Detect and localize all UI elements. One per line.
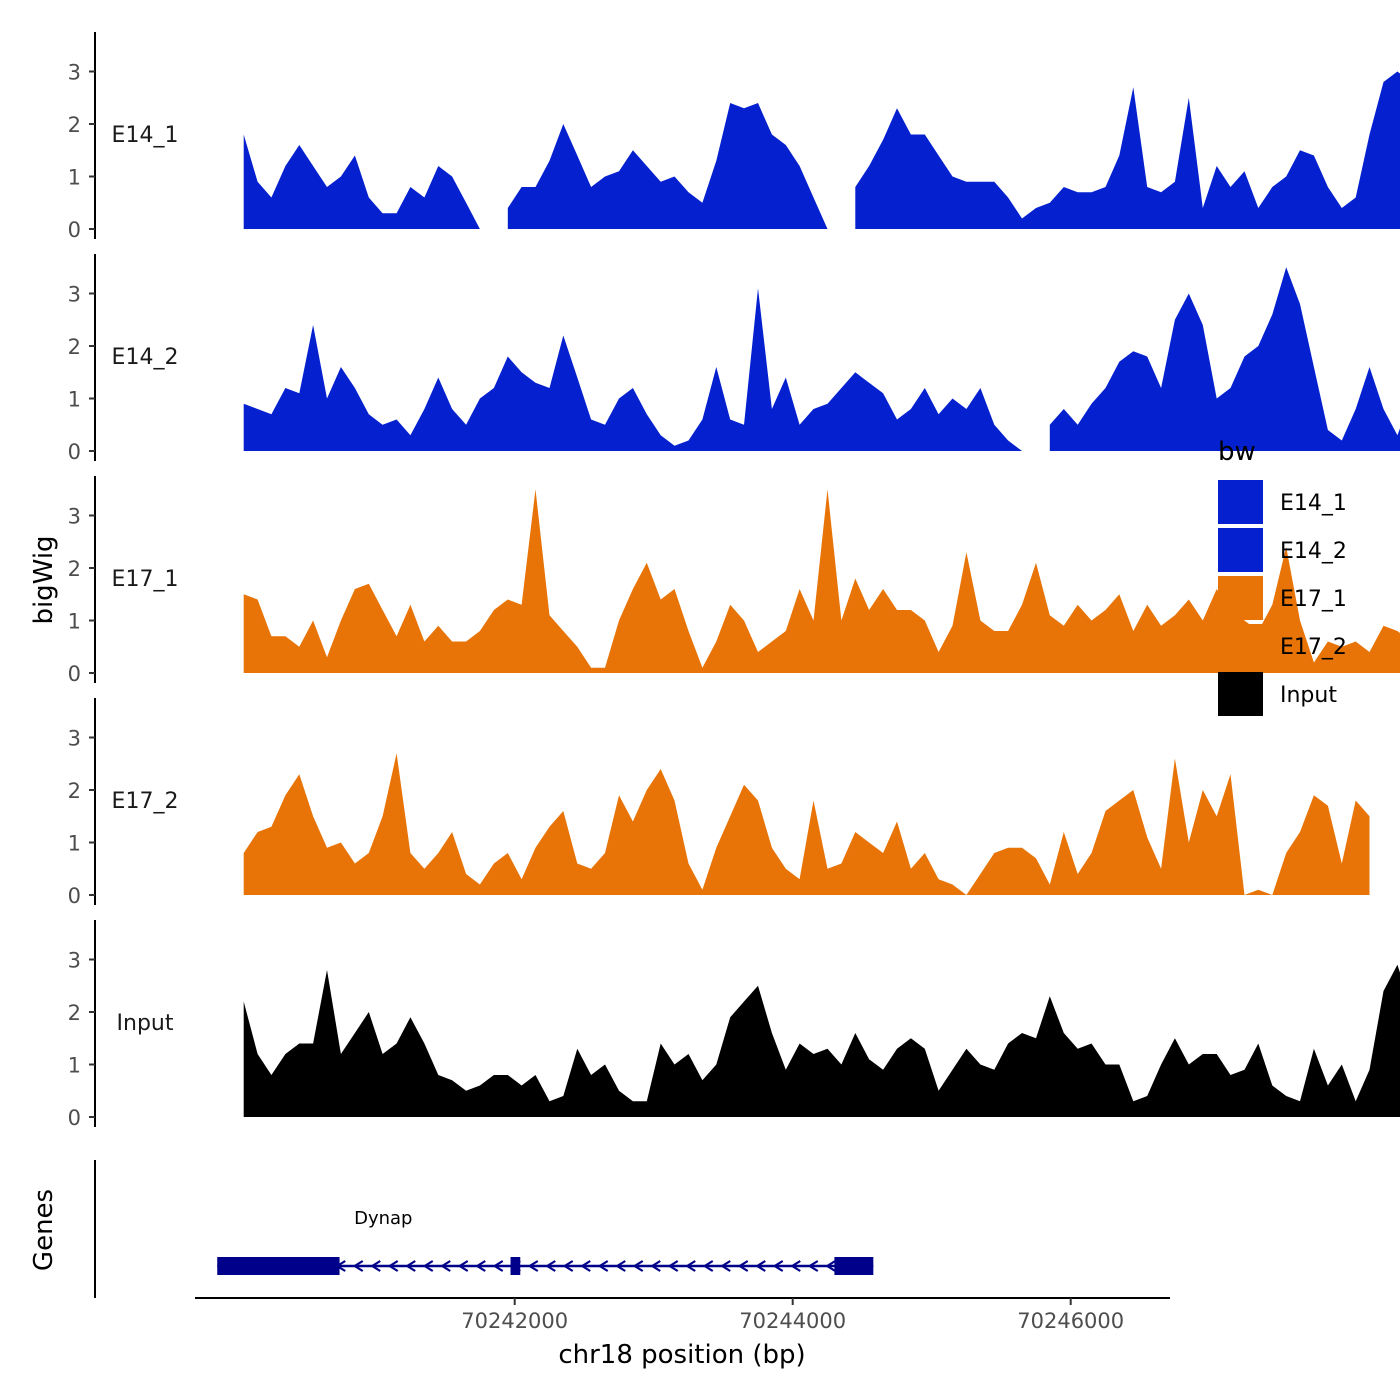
legend: bw E14_1 E14_2 E17_1 E17_2 Input — [1218, 437, 1347, 716]
strand-arrow — [667, 1260, 679, 1272]
y-tick-label: 1 — [68, 832, 81, 856]
legend-key-input — [1218, 672, 1263, 716]
exon — [834, 1257, 874, 1275]
gene-dynap: Dynap — [217, 1208, 874, 1275]
strand-arrow — [475, 1260, 486, 1272]
x-tick-label: 70244000 — [739, 1309, 846, 1333]
strand-arrow — [615, 1260, 626, 1272]
strand-arrow — [492, 1260, 504, 1272]
signal-panels: 0 1 2 3 E14_1 0 1 2 3 E14_2 0 1 2 3 E17_1 0 1 2 3 E17_2 0 1 2 3… — [68, 32, 1400, 1130]
strand-arrow — [597, 1260, 609, 1272]
y-tick-label: 3 — [68, 61, 81, 85]
y-tick-label: 2 — [68, 1001, 81, 1025]
strand-arrow — [370, 1260, 381, 1272]
y-tick-label: 0 — [68, 884, 81, 908]
panel-e14-2: 0 1 2 3 E14_2 — [68, 254, 1400, 464]
gene-track: Dynap — [94, 1160, 874, 1298]
y-tick-label: 3 — [68, 727, 81, 751]
legend-key-e14-1 — [1218, 480, 1263, 524]
strand-arrow — [825, 1260, 836, 1272]
y-tick-label: 1 — [68, 388, 81, 412]
strand-arrow — [440, 1260, 451, 1272]
y-tick-label: 0 — [68, 440, 81, 464]
track-label: E14_1 — [112, 123, 179, 148]
track-label: E17_1 — [112, 567, 179, 592]
y-tick-label: 2 — [68, 557, 81, 581]
exon — [510, 1257, 521, 1275]
y-tick-label: 1 — [68, 1054, 81, 1078]
strand-arrow — [580, 1260, 591, 1272]
legend-label: E14_2 — [1280, 539, 1347, 564]
y-tick-label: 0 — [68, 662, 81, 686]
legend-key-e17-2 — [1218, 624, 1263, 668]
track-label: Input — [117, 1011, 174, 1036]
track-label: E17_2 — [112, 789, 179, 814]
strand-arrow — [755, 1260, 766, 1272]
strand-arrow — [650, 1260, 661, 1272]
strand-arrow — [720, 1260, 731, 1272]
y-axis-title: bigWig — [29, 535, 59, 624]
strand-arrow — [685, 1260, 696, 1272]
genes-track-title: Genes — [29, 1189, 59, 1271]
panel-e17-1: 0 1 2 3 E17_1 — [68, 476, 1400, 686]
strand-arrow — [387, 1260, 399, 1272]
legend-key-e17-1 — [1218, 576, 1263, 620]
signal-area-input — [243, 964, 1400, 1117]
y-tick-label: 2 — [68, 779, 81, 803]
strand-arrow — [807, 1260, 819, 1272]
legend-label: Input — [1280, 683, 1337, 708]
strand-arrow — [405, 1260, 416, 1272]
y-tick-label: 3 — [68, 283, 81, 307]
strand-arrow — [737, 1260, 749, 1272]
y-tick-label: 3 — [68, 949, 81, 973]
strand-arrow — [632, 1260, 644, 1272]
signal-area-e14-2 — [243, 267, 1400, 451]
gene-name-label: Dynap — [354, 1208, 412, 1229]
y-tick-label: 0 — [68, 218, 81, 242]
signal-area-e14-1 — [243, 71, 1400, 229]
y-tick-label: 0 — [68, 1106, 81, 1130]
strand-arrow — [790, 1260, 801, 1272]
y-tick-label: 3 — [68, 505, 81, 529]
panel-input: 0 1 2 3 Input — [68, 920, 1400, 1130]
strand-arrow — [352, 1260, 364, 1272]
panel-e17-2: 0 1 2 3 E17_2 — [68, 698, 1370, 908]
panel-e14-1: 0 1 2 3 E14_1 — [68, 32, 1400, 242]
y-tick-label: 2 — [68, 113, 81, 137]
legend-key-e14-2 — [1218, 528, 1263, 572]
x-tick-label: 70246000 — [1017, 1309, 1124, 1333]
strand-arrow — [545, 1260, 556, 1272]
exon — [217, 1257, 340, 1275]
signal-area-e17-2 — [243, 753, 1370, 895]
legend-title: bw — [1218, 437, 1256, 467]
y-tick-label: 1 — [68, 610, 81, 634]
strand-arrow — [562, 1260, 574, 1272]
y-tick-label: 2 — [68, 335, 81, 359]
strand-arrow — [527, 1260, 539, 1272]
x-axis: 70242000 70244000 70246000 — [195, 1297, 1170, 1333]
strand-arrow — [422, 1260, 434, 1272]
track-label: E14_2 — [112, 345, 179, 370]
y-tick-label: 1 — [68, 166, 81, 190]
x-tick-label: 70242000 — [461, 1309, 568, 1333]
legend-label: E14_1 — [1280, 491, 1347, 516]
legend-label: E17_2 — [1280, 635, 1347, 660]
legend-label: E17_1 — [1280, 587, 1347, 612]
strand-arrow — [457, 1260, 469, 1272]
x-axis-title: chr18 position (bp) — [558, 1340, 805, 1370]
strand-arrow — [702, 1260, 714, 1272]
strand-arrow — [772, 1260, 784, 1272]
signal-area-e17-1 — [243, 489, 1400, 673]
